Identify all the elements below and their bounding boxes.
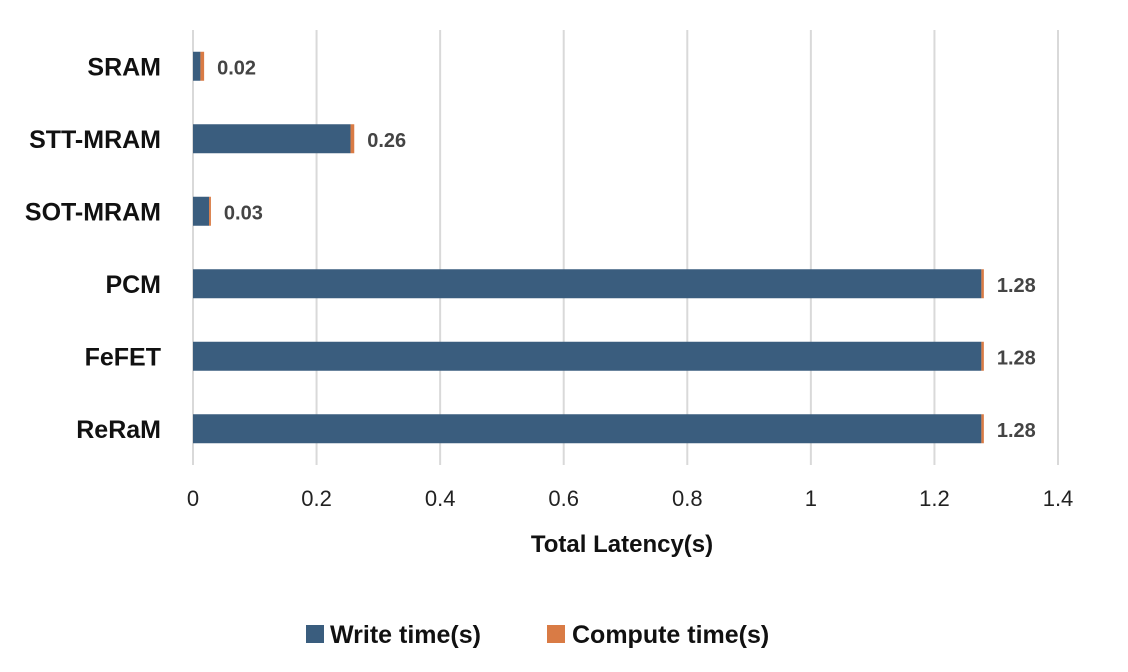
bar-data-label: 1.28 — [997, 347, 1036, 369]
data-labels: 0.02 0.26 0.03 1.28 1.28 1.28 — [217, 57, 1036, 442]
x-tick-label: 0.2 — [301, 486, 332, 511]
gridlines — [192, 30, 1059, 465]
category-label: PCM — [105, 271, 161, 299]
x-tick-label: 0.4 — [425, 486, 456, 511]
category-label: ReRaM — [76, 416, 161, 444]
x-tick-label: 0.8 — [672, 486, 703, 511]
bar-compute-time — [981, 414, 984, 444]
x-tick-labels: 0 0.2 0.4 0.6 0.8 1 1.2 1.4 — [187, 486, 1073, 511]
bar-compute-time — [209, 196, 211, 226]
bar-compute-time — [981, 341, 984, 371]
bar-data-label: 1.28 — [997, 275, 1036, 297]
bar-write-time — [193, 51, 201, 81]
bar-data-label: 0.02 — [217, 57, 256, 79]
bar-data-label: 0.26 — [367, 130, 406, 152]
bar-write-time — [193, 269, 982, 299]
bar-write-time — [193, 196, 210, 226]
legend-label-compute: Compute time(s) — [572, 621, 769, 649]
x-tick-label: 1.4 — [1043, 486, 1074, 511]
bar-compute-time — [350, 124, 355, 154]
category-label: SOT-MRAM — [25, 198, 161, 226]
x-axis-title: Total Latency(s) — [531, 531, 713, 558]
bar-write-time — [193, 414, 982, 444]
bar-compute-time — [200, 51, 205, 81]
category-label: SRAM — [87, 53, 161, 81]
bar-data-label: 0.03 — [224, 202, 263, 224]
x-tick-label: 1 — [805, 486, 817, 511]
legend-label-write: Write time(s) — [330, 621, 481, 649]
legend: Write time(s) Compute time(s) — [306, 621, 769, 649]
category-label: FeFET — [85, 343, 161, 371]
category-labels: SRAM STT-MRAM SOT-MRAM PCM FeFET ReRaM — [25, 53, 161, 444]
x-tick-label: 1.2 — [919, 486, 950, 511]
x-tick-label: 0.6 — [548, 486, 579, 511]
bar-write-time — [193, 124, 351, 154]
category-label: STT-MRAM — [29, 126, 161, 154]
legend-swatch-write — [306, 625, 324, 643]
bars — [193, 51, 984, 444]
bar-write-time — [193, 341, 982, 371]
bar-data-label: 1.28 — [997, 420, 1036, 442]
x-tick-label: 0 — [187, 486, 199, 511]
bar-compute-time — [981, 269, 984, 299]
legend-swatch-compute — [547, 625, 565, 643]
